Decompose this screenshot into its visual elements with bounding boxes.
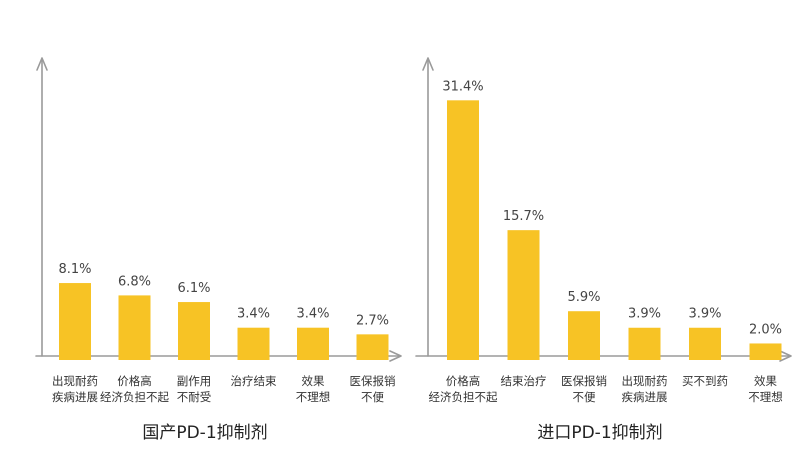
- category-label: 医保报销不便: [350, 374, 396, 404]
- bar: [507, 230, 540, 360]
- category-label: 治疗结束: [231, 374, 277, 388]
- data-label: 31.4%: [442, 79, 483, 94]
- bar: [297, 327, 329, 360]
- category-label-line: 效果: [754, 374, 777, 388]
- category-label: 价格高经济负担不起: [100, 374, 169, 404]
- category-label-line: 副作用: [177, 374, 212, 388]
- category-label-line: 经济负担不起: [100, 390, 169, 404]
- category-label: 出现耐药疾病进展: [52, 374, 98, 404]
- category-label-line: 经济负担不起: [429, 390, 498, 404]
- category-label-line: 结束治疗: [501, 374, 547, 388]
- category-label-line: 治疗结束: [231, 374, 277, 388]
- category-label-line: 疾病进展: [622, 390, 668, 404]
- category-label-line: 医保报销: [350, 374, 396, 388]
- category-label-line: 价格高: [446, 374, 481, 388]
- category-label-line: 效果: [302, 374, 325, 388]
- category-label: 出现耐药疾病进展: [622, 374, 668, 404]
- category-label: 买不到药: [682, 374, 728, 388]
- chart-imported-pd1: 31.4% 15.7% 5.9% 3.9% 3.9% 2.0% 价格高经济负担不起结束治疗…: [415, 57, 792, 443]
- data-label: 3.4%: [296, 307, 329, 322]
- bar: [118, 295, 151, 360]
- data-label: 8.1%: [58, 262, 91, 277]
- data-label: 15.7%: [503, 209, 544, 224]
- category-label-line: 医保报销: [561, 374, 607, 388]
- category-label-line: 出现耐药: [52, 374, 98, 388]
- data-label: 3.4%: [237, 307, 270, 322]
- data-label: 2.7%: [356, 313, 389, 328]
- category-label: 副作用不耐受: [177, 374, 212, 404]
- category-label-line: 不便: [361, 390, 384, 404]
- category-label-line: 不理想: [748, 390, 783, 404]
- data-label: 5.9%: [567, 290, 600, 305]
- category-label-line: 买不到药: [682, 374, 728, 388]
- data-label: 3.9%: [688, 307, 721, 322]
- category-label-line: 出现耐药: [622, 374, 668, 388]
- data-label: 6.1%: [177, 281, 210, 296]
- bar: [447, 100, 479, 361]
- category-label: 效果不理想: [748, 374, 783, 404]
- category-label-line: 不便: [573, 390, 596, 404]
- x-axis-arrow-icon: [389, 350, 402, 362]
- category-label: 价格高经济负担不起: [429, 374, 498, 404]
- data-label: 6.8%: [118, 274, 151, 289]
- category-label-line: 不理想: [296, 390, 331, 404]
- data-label: 3.9%: [628, 307, 661, 322]
- bar: [689, 327, 721, 360]
- bar: [178, 302, 210, 360]
- category-label-line: 不耐受: [177, 390, 212, 404]
- bar: [237, 327, 270, 360]
- data-label: 2.0%: [749, 322, 782, 337]
- chart-domestic-pd1: 8.1%6.8% 6.1%3.4% 3.4% 2.7% 出现耐药疾病进展价格高经济负担…: [35, 57, 402, 443]
- y-axis-arrow-icon: [36, 57, 48, 71]
- bar: [628, 327, 661, 360]
- bar: [568, 311, 600, 360]
- bar: [749, 343, 782, 360]
- chart-title: 进口PD-1抑制剂: [537, 423, 662, 443]
- bar: [59, 283, 91, 360]
- category-label: 效果不理想: [296, 374, 331, 404]
- chart-title: 国产PD-1抑制剂: [142, 423, 267, 443]
- category-label: 结束治疗: [501, 374, 547, 388]
- category-label-line: 疾病进展: [52, 390, 98, 404]
- bar: [356, 334, 389, 360]
- category-label: 医保报销不便: [561, 374, 607, 404]
- x-axis-arrow-icon: [779, 350, 792, 362]
- y-axis-arrow-icon: [422, 57, 434, 71]
- category-label-line: 价格高: [117, 374, 152, 388]
